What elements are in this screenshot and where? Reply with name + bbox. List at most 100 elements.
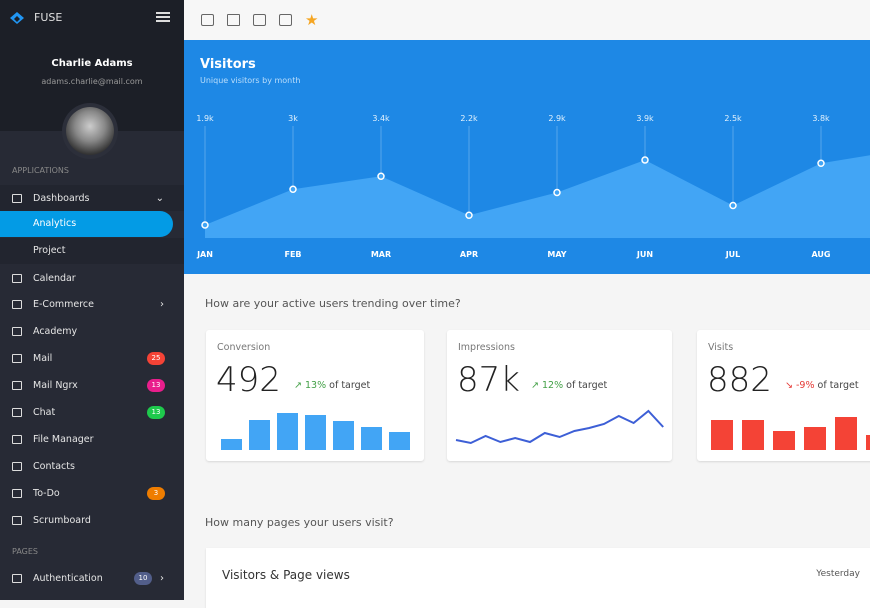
delta-suffix: of target: [817, 380, 859, 391]
badge: 3: [147, 486, 165, 500]
line-series: [455, 409, 664, 445]
sidebar-item-label: Authentication: [33, 572, 103, 584]
sidebar-item-authentication[interactable]: Authentication 10 ›: [0, 565, 184, 591]
month-label: FEB: [284, 250, 301, 259]
board-icon: [12, 515, 22, 525]
sidebar-item-label: File Manager: [33, 433, 94, 445]
toolbar: ★: [184, 0, 870, 40]
month-label: JUN: [636, 250, 653, 259]
chevron-right-icon: ›: [160, 572, 164, 584]
card-conversion: Conversion 492 ↗ 13% of target: [206, 330, 424, 461]
contacts-icon: [12, 461, 22, 471]
sidebar-item-label: Chat: [33, 407, 56, 418]
bar: [835, 417, 857, 450]
checkbox-icon[interactable]: [279, 14, 292, 26]
checkbox-icon: [12, 488, 22, 498]
month-label: MAR: [371, 250, 391, 259]
card-value: 87k: [457, 360, 520, 400]
badge: 13: [147, 379, 165, 393]
lock-icon: [12, 573, 22, 583]
value-label: 3.4k: [372, 114, 390, 123]
axis-band: [184, 238, 870, 274]
range-selector[interactable]: Yesterday: [816, 569, 860, 579]
sidebar-item-label: Mail: [33, 353, 53, 365]
user-email: adams.charlie@mail.com: [41, 77, 143, 86]
avatar-image: [66, 107, 114, 155]
star-icon[interactable]: ★: [305, 11, 319, 29]
app-logo[interactable]: FUSE: [10, 11, 62, 24]
sidebar-item-project[interactable]: Project: [0, 238, 184, 264]
visitors-title: Visitors: [200, 57, 256, 72]
sidebar-item-calendar[interactable]: Calendar: [0, 265, 184, 291]
value-label: 3.9k: [636, 114, 654, 123]
card-impressions: Impressions 87k ↗ 12% of target: [447, 330, 672, 461]
card-delta: ↗ 13% of target: [294, 380, 370, 391]
menu-toggle-icon[interactable]: [156, 12, 170, 22]
bar: [249, 420, 270, 450]
visitors-widget: 1.9k JAN 3k FEB 3.4k MAR 2.2k APR 2.9k MAY 3.9k JUN…: [184, 40, 870, 274]
data-point: [465, 211, 473, 219]
bar: [711, 420, 733, 450]
contacts-icon[interactable]: [253, 14, 266, 26]
sidebar-item-chat[interactable]: Chat 13: [0, 400, 184, 426]
user-name: Charlie Adams: [51, 58, 133, 69]
section-applications: APPLICATIONS: [12, 166, 69, 175]
pageviews-card: Visitors & Page views Yesterday: [206, 548, 870, 608]
badge: 25: [147, 352, 165, 366]
card-delta: ↗ 12% of target: [531, 380, 607, 391]
question-pages: How many pages your users visit?: [205, 516, 394, 529]
delta-value: 13%: [305, 380, 327, 391]
folder-icon: [12, 434, 22, 444]
value-label: 1.9k: [196, 114, 214, 123]
sidebar-item-label: Mail Ngrx: [33, 380, 78, 392]
data-point: [641, 156, 649, 164]
sidebar-item-label: Scrumboard: [33, 514, 91, 526]
card-visits: Visits 882 ↘ -9% of target: [697, 330, 870, 461]
sidebar-item-mail-ngrx[interactable]: Mail Ngrx 13: [0, 373, 184, 399]
sidebar-item-label: Academy: [33, 326, 78, 338]
fuse-logo-icon: [10, 11, 24, 24]
bar: [305, 415, 326, 450]
mail-icon[interactable]: [227, 14, 240, 26]
question-active-users: How are your active users trending over …: [205, 297, 461, 310]
sidebar-item-label: E-Commerce: [33, 299, 94, 311]
sidebar-item-e-commerce[interactable]: E-Commerce ›: [0, 292, 184, 318]
avatar[interactable]: [62, 103, 118, 159]
pageviews-title: Visitors & Page views: [222, 568, 350, 582]
bar: [277, 413, 298, 450]
bar: [221, 439, 242, 450]
bar: [389, 432, 410, 450]
bar: [804, 427, 826, 450]
card-title: Conversion: [217, 342, 271, 353]
value-label: 2.9k: [548, 114, 566, 123]
trend-up-icon: ↗: [294, 380, 302, 391]
data-point: [729, 201, 737, 210]
sidebar-item-to-do[interactable]: To-Do 3: [0, 480, 184, 506]
card-title: Visits: [708, 342, 734, 353]
sidebar-item-scrumboard[interactable]: Scrumboard: [0, 507, 184, 533]
sidebar-item-dashboards[interactable]: Dashboards ⌄: [0, 185, 184, 211]
value-label: 3k: [288, 114, 298, 123]
visitors-subtitle: Unique visitors by month: [200, 76, 301, 85]
data-point: [289, 185, 297, 193]
sidebar-item-analytics[interactable]: Analytics: [0, 211, 173, 237]
data-point: [553, 188, 561, 197]
trend-up-icon: ↗: [531, 380, 539, 391]
sidebar-item-contacts[interactable]: Contacts: [0, 453, 184, 479]
month-label: MAY: [547, 250, 566, 259]
sparkline-chart: [221, 413, 410, 450]
sidebar-item-label: Dashboards: [33, 192, 90, 204]
card-value: 882: [707, 360, 772, 400]
card-delta: ↘ -9% of target: [785, 380, 859, 391]
sidebar-item-label: To-Do: [33, 487, 60, 499]
mail-icon: [12, 381, 22, 391]
calendar-icon[interactable]: [201, 14, 214, 26]
badge: 13: [147, 406, 165, 419]
sidebar-item-file-manager[interactable]: File Manager: [0, 426, 184, 452]
sidebar-item-academy[interactable]: Academy: [0, 319, 184, 345]
sparkline-chart: [455, 409, 664, 445]
value-label: 2.5k: [724, 114, 742, 123]
delta-value: 12%: [542, 380, 564, 391]
value-label: 3.8k: [812, 114, 830, 123]
sidebar-item-mail[interactable]: Mail 25: [0, 346, 184, 372]
